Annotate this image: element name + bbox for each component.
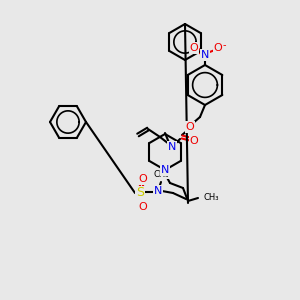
Text: O: O [139, 202, 147, 212]
Text: N: N [161, 165, 169, 175]
Text: N: N [154, 186, 162, 196]
Text: O: O [214, 43, 222, 53]
Text: S: S [136, 187, 144, 200]
Text: O: O [190, 136, 198, 146]
Text: N: N [168, 142, 176, 152]
Text: O: O [139, 174, 147, 184]
Text: -: - [222, 40, 226, 50]
Text: N: N [201, 50, 209, 60]
Text: CH₃: CH₃ [203, 194, 218, 202]
Text: CH₃: CH₃ [153, 170, 169, 179]
Text: O: O [186, 122, 194, 132]
Text: O: O [190, 43, 198, 53]
